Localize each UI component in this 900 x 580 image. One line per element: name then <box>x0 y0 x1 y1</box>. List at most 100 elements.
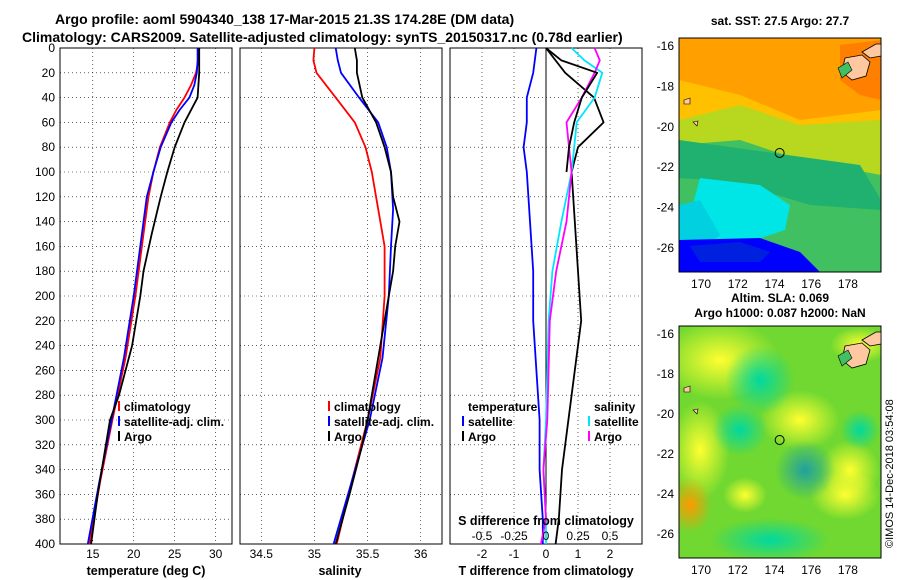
temperature-series <box>86 47 201 545</box>
y-tick-label: 60 <box>42 115 56 129</box>
sla-map-ticks: 170 172 174 176 178 -16 -18 -20 -22 -24 -26 <box>657 327 859 577</box>
s-tick-label: -0.5 <box>472 529 493 543</box>
y-tick-label: 280 <box>35 388 55 402</box>
x-tick-label: 2 <box>607 547 614 561</box>
difference-legend: temperature satellite Argo salinity sate… <box>462 400 639 444</box>
legend-satellite: satellite-adj. clim. <box>334 415 434 429</box>
lat-tick-label: -18 <box>657 367 675 381</box>
x-tick-label: 35.5 <box>356 547 380 561</box>
x-tick-label: 1 <box>575 547 582 561</box>
legend-s-satellite: satellite <box>594 415 639 429</box>
lat-tick-label: -22 <box>657 447 675 461</box>
series-line-s-argo <box>540 47 601 545</box>
legend-s-argo: Argo <box>594 430 622 444</box>
y-tick-label: 120 <box>35 190 55 204</box>
x-tick-label: 0 <box>543 547 550 561</box>
y-tick-label: 400 <box>35 537 55 551</box>
lon-tick-label: 174 <box>764 563 784 577</box>
series-line-t-satellite <box>522 47 544 544</box>
y-tick-label: 80 <box>42 140 56 154</box>
lat-tick-label: -26 <box>657 527 675 541</box>
temperature-axes-box <box>59 47 233 545</box>
x-tick-label: 35 <box>308 547 322 561</box>
series-line-satellite-adj-clim- <box>86 48 199 545</box>
lat-tick-label: -18 <box>657 79 675 93</box>
y-tick-label: 160 <box>35 239 55 253</box>
s-difference-label: S difference from climatology <box>458 514 634 528</box>
sla-map-frame <box>678 325 882 559</box>
y-tick-label: 180 <box>35 264 55 278</box>
y-tick-label: 40 <box>42 91 56 105</box>
legend-t-satellite: satellite <box>468 415 513 429</box>
temperature-grid <box>60 47 232 545</box>
y-tick-label: 20 <box>42 66 56 80</box>
y-tick-label: 300 <box>35 413 55 427</box>
legend-climatology: climatology <box>124 400 191 414</box>
s-tick-label: 0 <box>543 529 550 543</box>
lat-tick-label: -16 <box>657 327 675 341</box>
salinity-xlabel: salinity <box>318 564 361 578</box>
y-tick-label: 360 <box>35 487 55 501</box>
sst-map-panel: sat. SST: 27.5 Argo: 27.7 170 172 174 176 17… <box>657 14 882 291</box>
sla-map-panel: Altim. SLA: 0.069 Argo h1000: 0.087 h200… <box>657 291 882 577</box>
lat-tick-label: -24 <box>657 487 675 501</box>
difference-t-ticks: -2 -1 0 1 2 <box>477 547 614 561</box>
x-tick-label: 25 <box>168 547 182 561</box>
y-tick-label: 340 <box>35 463 55 477</box>
lat-tick-label: -20 <box>657 120 675 134</box>
legend-climatology: climatology <box>334 400 401 414</box>
y-tick-label: 220 <box>35 314 55 328</box>
series-line-s-argo-black <box>545 47 599 173</box>
y-tick-label: 100 <box>35 165 55 179</box>
lon-tick-label: 176 <box>801 563 821 577</box>
x-tick-label: 30 <box>209 547 223 561</box>
argo-location-marker <box>774 435 785 445</box>
lon-tick-label: 178 <box>838 563 858 577</box>
x-tick-label: 15 <box>86 547 100 561</box>
temperature-y-ticks: 0 20 40 60 80 100 120 140 160 180 200 220 240 260 280 3… <box>35 41 55 551</box>
temperature-x-ticks: 15 20 25 30 <box>86 547 223 561</box>
y-tick-label: 260 <box>35 363 55 377</box>
x-tick-label: 36 <box>414 547 428 561</box>
x-tick-label: 20 <box>127 547 141 561</box>
title-line-1: Argo profile: aoml 5904340_138 17-Mar-20… <box>55 11 514 27</box>
lon-tick-label: 176 <box>801 277 821 291</box>
difference-s-ticks: -0.5 -0.25 0 0.25 0.5 <box>472 529 619 543</box>
s-tick-label: 0.5 <box>602 529 619 543</box>
argo-location-marker <box>774 147 785 158</box>
salinity-series <box>312 47 401 545</box>
lon-tick-label: 172 <box>728 563 748 577</box>
y-tick-label: 0 <box>48 41 55 55</box>
sla-title-line-1: Altim. SLA: 0.069 <box>731 291 829 305</box>
fiji-islands-sst <box>683 43 882 127</box>
legend-satellite: satellite-adj. clim. <box>124 415 224 429</box>
x-tick-label: 34.5 <box>250 547 274 561</box>
lon-tick-label: 172 <box>728 277 748 291</box>
lon-tick-label: 170 <box>691 277 711 291</box>
temperature-panel: 0 20 40 60 80 100 120 140 160 180 200 220 240 260 280 3… <box>35 41 233 578</box>
fiji-islands-sla <box>683 331 882 415</box>
y-tick-label: 320 <box>35 438 55 452</box>
legend-argo: Argo <box>124 430 152 444</box>
legend-t-argo: Argo <box>468 430 496 444</box>
title-line-2: Climatology: CARS2009. Satellite-adjuste… <box>22 29 623 45</box>
legend-salinity-heading: salinity <box>594 400 636 414</box>
series-line-argo <box>334 47 401 545</box>
legend-argo: Argo <box>334 430 362 444</box>
lat-tick-label: -22 <box>657 160 675 174</box>
t-difference-label: T difference from climatology <box>458 564 633 578</box>
salinity-grid <box>240 47 442 545</box>
salinity-x-ticks: 34.5 35 35.5 36 <box>250 547 428 561</box>
sst-map-frame <box>678 37 882 273</box>
difference-panel: -2 -1 0 1 2 -0.5 -0.25 0 0.25 0.5 S difference f… <box>449 47 643 578</box>
y-tick-label: 380 <box>35 512 55 526</box>
lat-tick-label: -20 <box>657 407 675 421</box>
y-tick-label: 200 <box>35 289 55 303</box>
salinity-legend: climatology satellite-adj. clim. Argo <box>328 400 434 444</box>
x-tick-label: -1 <box>509 547 520 561</box>
lon-tick-label: 170 <box>691 563 711 577</box>
lat-tick-label: -24 <box>657 200 675 214</box>
difference-series <box>522 47 605 545</box>
x-tick-label: -2 <box>477 547 488 561</box>
